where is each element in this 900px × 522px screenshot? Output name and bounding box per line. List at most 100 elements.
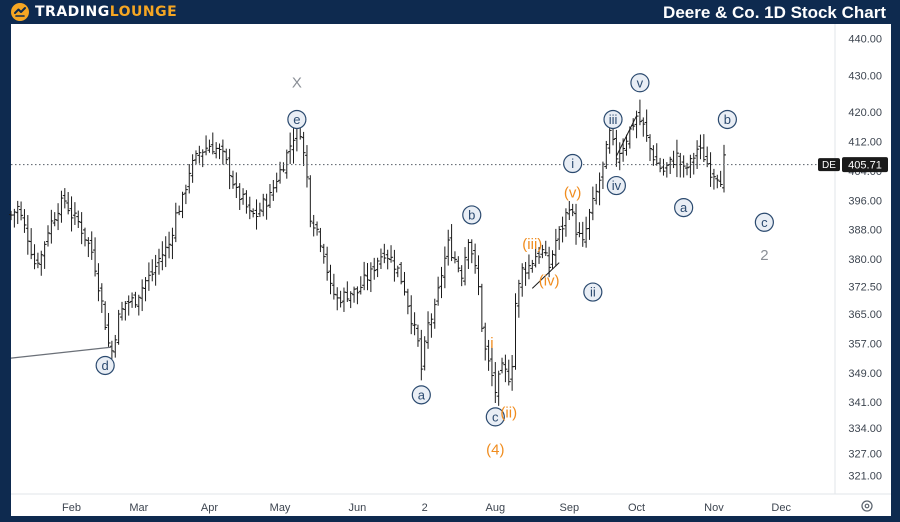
ohlc-bar [641,117,646,137]
ohlc-bar [385,249,390,270]
ohlc-bar [311,214,316,237]
ohlc-bar [503,354,508,383]
ohlc-bar [244,190,249,214]
ohlc-bar [486,339,491,371]
chart-settings-button[interactable] [861,500,873,512]
svg-text:(ii): (ii) [500,405,517,422]
ohlc-bar [722,144,727,193]
price-tick-label: 341.00 [848,397,882,409]
ohlc-bar [459,265,464,287]
price-tick-label: 372.50 [848,282,882,294]
ohlc-bar [530,259,535,273]
ohlc-bar [691,152,696,175]
ohlc-bar [711,168,716,190]
wave-label: i [490,335,493,352]
ohlc-bar [496,370,501,406]
ohlc-bar [227,148,232,190]
ohlc-bar [362,261,367,291]
ohlc-bar [86,237,91,258]
wave-label: iii [603,109,623,130]
wave-label: (v) [564,184,582,201]
ohlc-bar [12,208,17,228]
price-tick-label: 412.00 [848,137,882,149]
ohlc-bar [325,246,330,281]
ohlc-bar [614,129,619,167]
ohlc-bar [426,311,431,349]
ohlc-bar [553,228,558,267]
ohlc-bar [439,266,444,299]
ohlc-bar [22,209,27,233]
last-price-tag [842,157,888,173]
ohlc-bar [220,139,225,165]
ohlc-bar [153,254,158,286]
ohlc-bar [678,152,683,178]
svg-text:2: 2 [760,247,768,264]
ohlc-bar [526,254,531,280]
ohlc-bar [452,251,457,264]
ohlc-bar [72,202,77,225]
trend-line [531,262,560,289]
ohlc-bar [224,148,229,165]
svg-text:iii: iii [609,112,618,127]
ohlc-bar [93,237,98,277]
ohlc-bar [15,200,20,225]
ohlc-bar [355,286,360,305]
svg-text:v: v [637,75,644,90]
ohlc-bar [254,199,259,230]
ohlc-bar [19,201,24,221]
svg-text:ii: ii [590,285,596,300]
ohlc-bar [537,246,542,264]
ohlc-bar [550,250,555,269]
ohlc-bar [190,154,195,183]
ohlc-bar [513,293,518,370]
time-tick-label: Apr [201,502,218,514]
ohlc-bar [59,190,64,223]
ohlc-bar [415,324,420,347]
ohlc-bar [436,276,441,306]
brand-name: TRADINGLOUNGE [35,4,177,20]
ohlc-bar [661,158,666,176]
ohlc-bar [126,295,131,316]
ohlc-bar [193,150,198,165]
ohlc-bar [140,279,145,312]
time-tick-label: May [270,502,291,514]
brand-name-part1: TRADING [35,4,110,20]
svg-text:b: b [468,207,475,222]
wave-label: e [287,109,307,130]
price-tick-label: 365.00 [848,309,882,321]
price-tick-label: 321.00 [848,471,882,483]
ohlc-bar [520,263,525,297]
time-tick-label: 2 [422,502,428,514]
ohlc-bar [281,162,286,173]
ohlc-bar [604,140,609,169]
ohlc-bar [708,152,713,187]
ohlc-bar [113,334,118,358]
ohlc-bar [217,143,222,160]
gear-icon-hub [864,503,870,509]
svg-text:(iii): (iii) [522,236,542,253]
ohlc-bar [150,259,155,282]
ohlc-bar [395,265,400,278]
plot-area [11,24,835,494]
svg-text:a: a [418,387,426,402]
last-price-value: 405.71 [848,160,882,172]
ohlc-bar [109,340,114,359]
ohlc-bar [570,203,575,217]
wave-label: (ii) [500,405,517,422]
wave-label: iv [606,175,626,196]
gear-icon[interactable] [861,500,873,512]
price-tick-label: 327.00 [848,449,882,461]
ohlc-bar [597,172,602,206]
wave-label: b [462,205,482,225]
ohlc-bar [32,244,37,270]
ohlc-bar [96,263,101,302]
ohlc-bar [409,295,414,335]
ohlc-bar [368,262,373,293]
svg-text:(4): (4) [486,441,504,458]
price-tick-label: 334.00 [848,423,882,435]
ohlc-bar [156,248,161,275]
ohlc-bar [489,346,494,387]
